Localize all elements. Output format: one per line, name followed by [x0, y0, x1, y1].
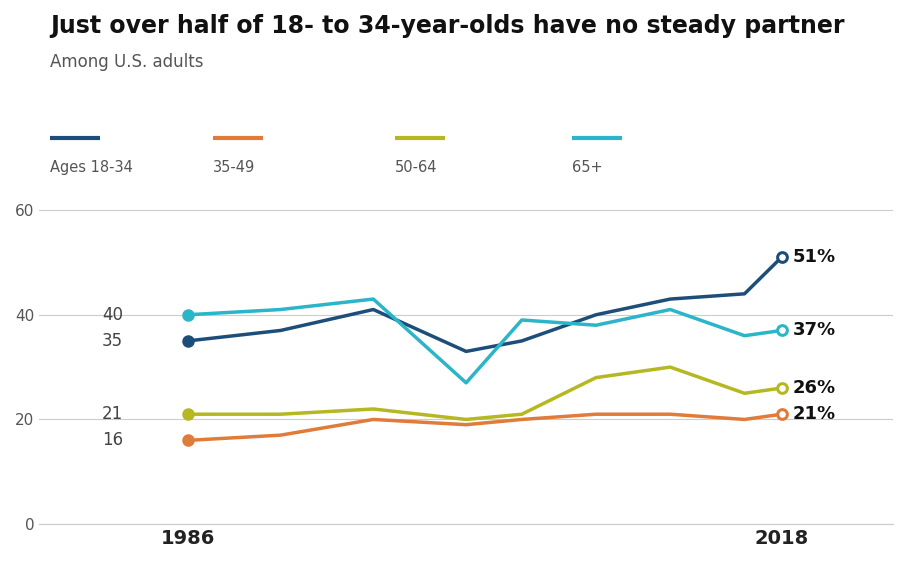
- Text: 40: 40: [102, 306, 123, 324]
- Text: 65+: 65+: [572, 160, 603, 176]
- Text: Ages 18-34: Ages 18-34: [50, 160, 133, 176]
- Text: Just over half of 18- to 34-year-olds have no steady partner: Just over half of 18- to 34-year-olds ha…: [50, 14, 844, 38]
- Text: Among U.S. adults: Among U.S. adults: [50, 53, 203, 72]
- Text: 50-64: 50-64: [395, 160, 438, 176]
- Text: 16: 16: [102, 431, 123, 449]
- Text: 21%: 21%: [793, 405, 836, 423]
- Text: 37%: 37%: [793, 321, 836, 339]
- Text: 21: 21: [102, 405, 123, 423]
- Text: 35: 35: [102, 332, 123, 350]
- Text: 51%: 51%: [793, 248, 836, 266]
- Text: 26%: 26%: [793, 379, 836, 397]
- Text: 35-49: 35-49: [213, 160, 256, 176]
